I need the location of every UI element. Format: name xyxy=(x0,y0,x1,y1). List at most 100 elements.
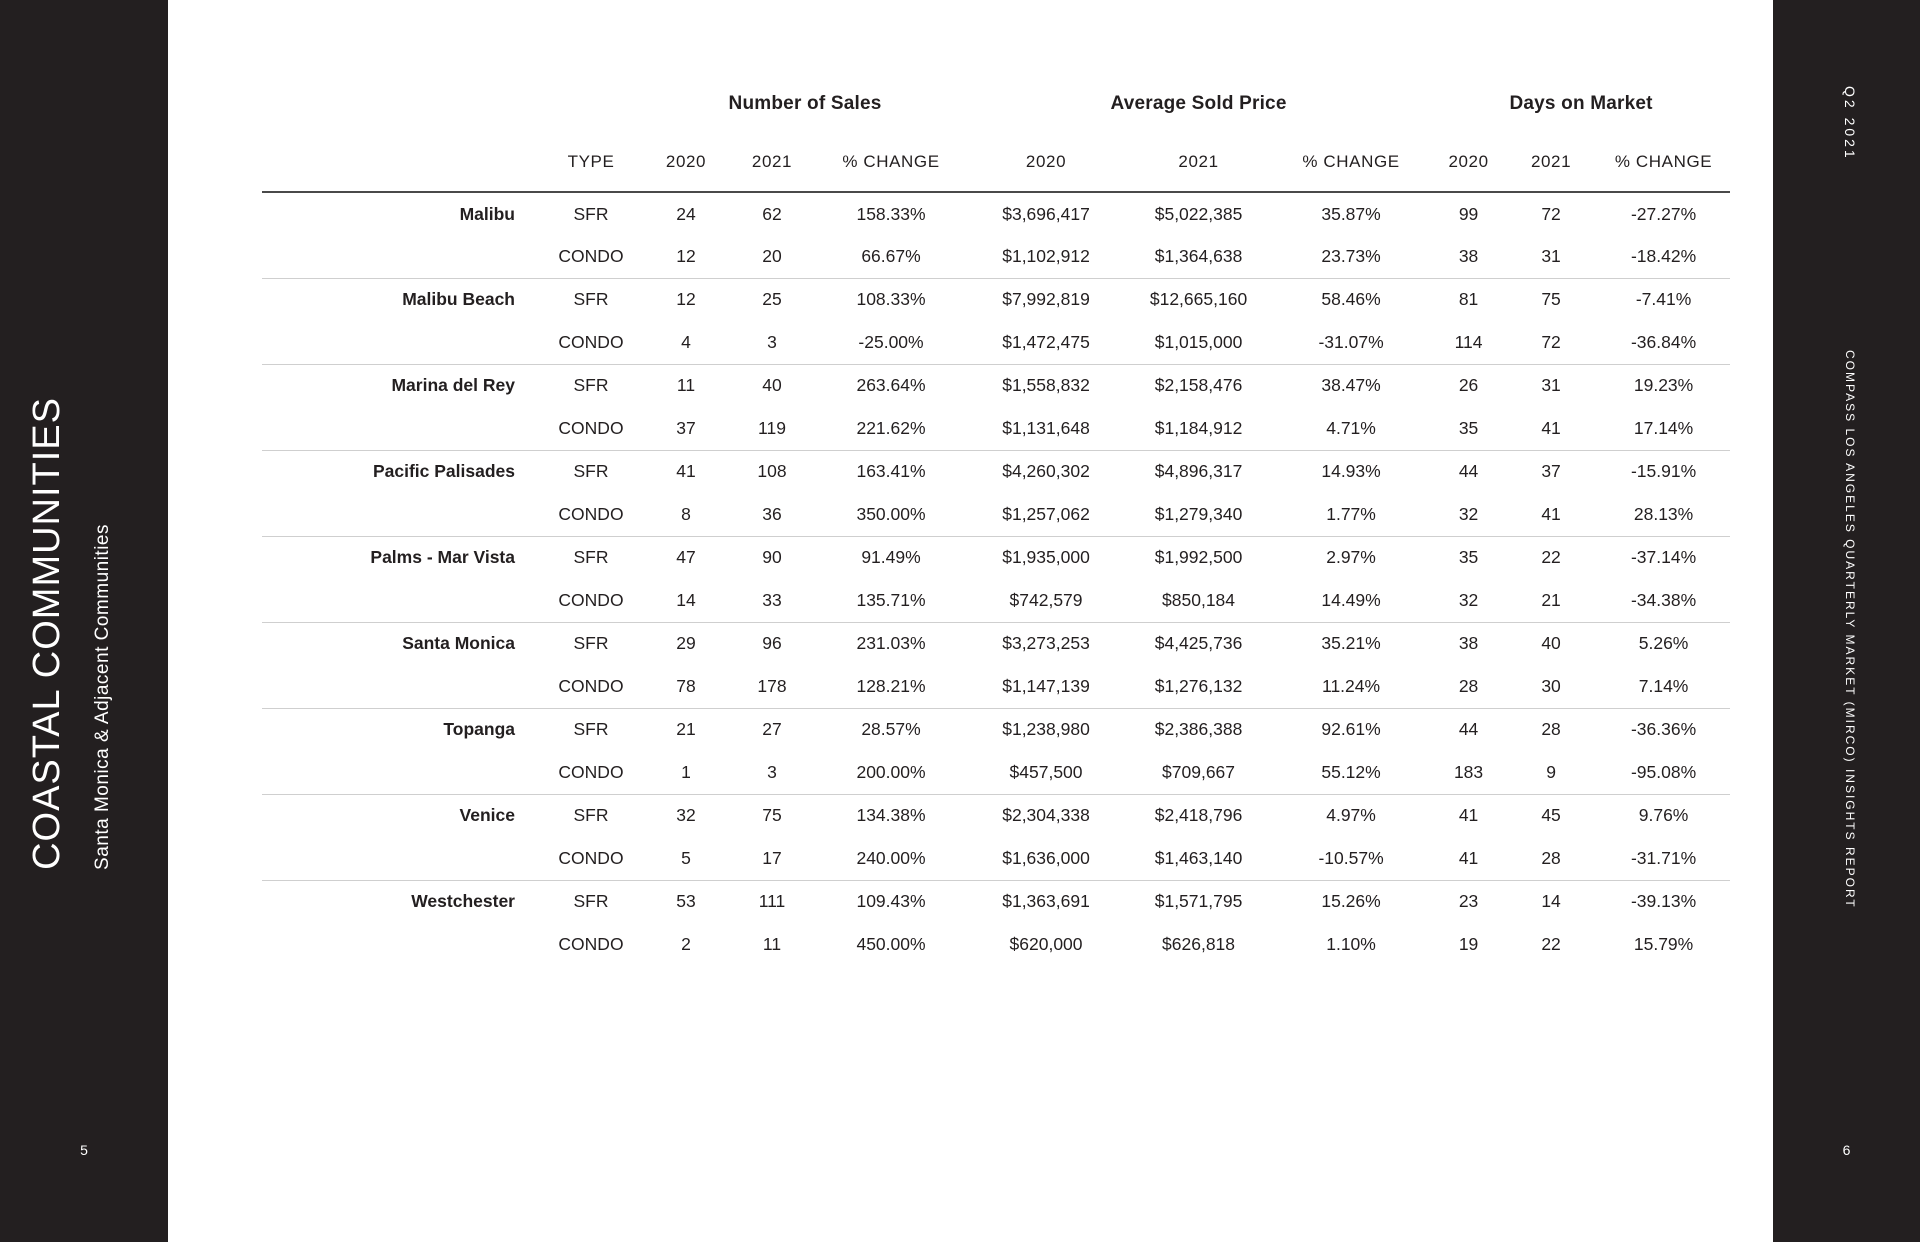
cell-dom-change: -27.27% xyxy=(1630,203,1697,224)
cell-sales-2020: 53 xyxy=(645,879,727,923)
cell-type: SFR xyxy=(537,621,645,665)
cell-sales-change: 263.64% xyxy=(817,363,966,407)
cell-sales-2020: 4 xyxy=(681,331,691,352)
cell-sales-change: 200.00% xyxy=(856,761,926,782)
cell-price-2020: $1,147,139 xyxy=(1002,675,1090,696)
cell-dom-change: -15.91% xyxy=(1597,449,1731,493)
cell-dom-2021: 30 xyxy=(1541,675,1561,696)
cell-sales-change: 163.41% xyxy=(817,449,966,493)
cell-community xyxy=(262,321,537,364)
cell-sales-2020: 12 xyxy=(645,277,727,321)
cell-type: CONDO xyxy=(558,934,624,954)
cell-sales-change: 91.49% xyxy=(817,535,966,579)
page-subtitle: Santa Monica & Adjacent Communities xyxy=(92,524,113,870)
cell-dom-2021: 75 xyxy=(1505,277,1598,321)
cell-sales-2020: 29 xyxy=(645,621,727,665)
cell-price-2021: $2,418,796 xyxy=(1127,793,1271,837)
cell-type: CONDO xyxy=(558,503,624,524)
cell-price-2020: $2,304,338 xyxy=(965,793,1128,837)
cell-sales-2020: 41 xyxy=(645,449,727,493)
cell-type: SFR xyxy=(537,793,645,837)
cell-sales-2021: 36 xyxy=(762,503,782,524)
cell-dom-2020: 32 xyxy=(1458,503,1479,524)
cell-type: CONDO xyxy=(558,675,624,696)
column-header-sales-2020: 2020 xyxy=(645,132,727,193)
market-table-body: Malibu SFR 24 62 158.33% $3,696,417 $5,0… xyxy=(262,192,1731,966)
cell-dom-change: -7.41% xyxy=(1597,277,1731,321)
cell-price-change: 11.24% xyxy=(1322,675,1381,696)
cell-dom-2020: 35 xyxy=(1432,535,1506,579)
cell-dom-change: 28.13% xyxy=(1633,503,1694,524)
cell-price-change: 23.73% xyxy=(1321,245,1381,266)
cell-type: SFR xyxy=(573,203,609,224)
cell-sales-change: 231.03% xyxy=(817,621,966,665)
cell-sales-2020: 32 xyxy=(645,793,727,837)
market-table: Number of Sales Average Sold Price Days … xyxy=(262,76,1731,966)
cell-price-change: 14.93% xyxy=(1270,449,1433,493)
table-row: Pacific Palisades SFR 41 108 163.41% $4,… xyxy=(262,449,1731,493)
cell-sales-change: -25.00% xyxy=(858,331,924,352)
cell-type: CONDO xyxy=(558,331,624,352)
cell-price-2021: $1,279,340 xyxy=(1154,503,1243,524)
cell-dom-change: -37.14% xyxy=(1597,535,1731,579)
cell-dom-2021: 21 xyxy=(1541,589,1561,610)
cell-community xyxy=(262,493,537,536)
cell-dom-2020: 38 xyxy=(1432,621,1506,665)
column-header-price-2021: 2021 xyxy=(1127,132,1271,193)
cell-price-change: 1.77% xyxy=(1326,503,1376,524)
page-number-right: 6 xyxy=(1842,1142,1851,1158)
cell-sales-change: 158.33% xyxy=(856,203,926,224)
cell-sales-2021: 27 xyxy=(727,707,817,751)
cell-dom-change: 5.26% xyxy=(1597,621,1731,665)
cell-sales-2021: 20 xyxy=(762,245,782,266)
cell-dom-2020: 38 xyxy=(1458,245,1479,266)
cell-price-change: 4.97% xyxy=(1270,793,1433,837)
cell-community: Topanga xyxy=(262,707,537,751)
cell-dom-change: -36.84% xyxy=(1630,331,1697,352)
cell-price-2021: $1,571,795 xyxy=(1127,879,1271,923)
column-header-community-spacer xyxy=(262,132,537,193)
cell-price-2020: $1,935,000 xyxy=(965,535,1128,579)
table-row: Venice SFR 32 75 134.38% $2,304,338 $2,4… xyxy=(262,793,1731,837)
cell-price-2020: $1,472,475 xyxy=(1002,331,1090,352)
cell-price-2020: $4,260,302 xyxy=(965,449,1128,493)
cell-type: CONDO xyxy=(558,761,624,782)
column-header-dom-change: % CHANGE xyxy=(1597,132,1731,193)
cell-sales-2020: 24 xyxy=(676,203,696,224)
cell-community xyxy=(262,579,537,622)
cell-community: Westchester xyxy=(262,879,537,923)
cell-sales-2020: 14 xyxy=(676,589,696,610)
cell-sales-change: 108.33% xyxy=(817,277,966,321)
column-header-sales-change: % CHANGE xyxy=(817,132,966,193)
cell-type: SFR xyxy=(537,707,645,751)
cell-sales-change: 66.67% xyxy=(861,245,921,266)
cell-dom-2021: 28 xyxy=(1505,707,1598,751)
edition-label: Q2 2021 xyxy=(1842,86,1858,161)
cell-community xyxy=(262,407,537,450)
cell-community: Malibu Beach xyxy=(262,277,537,321)
cell-price-2021: $2,386,388 xyxy=(1127,707,1271,751)
cell-sales-2021: 96 xyxy=(727,621,817,665)
cell-dom-change: -39.13% xyxy=(1597,879,1731,923)
cell-community xyxy=(262,751,537,794)
cell-sales-2021: 62 xyxy=(762,203,782,224)
cell-dom-2020: 44 xyxy=(1432,449,1506,493)
cell-price-2020: $742,579 xyxy=(1009,589,1083,610)
table-row: CONDO 14 33 135.71% $742,579 $850,184 14… xyxy=(262,579,1730,622)
cell-sales-2021: 90 xyxy=(727,535,817,579)
cell-dom-2020: 41 xyxy=(1432,793,1506,837)
cell-type: CONDO xyxy=(558,589,624,610)
cell-dom-2021: 28 xyxy=(1541,847,1561,868)
column-header-dom-2021: 2021 xyxy=(1505,132,1598,193)
table-row: CONDO 37 119 221.62% $1,131,648 $1,184,9… xyxy=(262,407,1730,450)
cell-sales-2021: 178 xyxy=(757,675,787,696)
cell-price-2020: $1,363,691 xyxy=(965,879,1128,923)
cell-price-2021: $12,665,160 xyxy=(1127,277,1271,321)
cell-community: Malibu xyxy=(459,203,515,224)
cell-dom-change: 17.14% xyxy=(1633,417,1694,438)
cell-sales-change: 109.43% xyxy=(817,879,966,923)
cell-dom-change: 9.76% xyxy=(1597,793,1731,837)
cell-type: SFR xyxy=(537,363,645,407)
cell-sales-change: 350.00% xyxy=(856,503,926,524)
cell-type: CONDO xyxy=(558,847,624,868)
